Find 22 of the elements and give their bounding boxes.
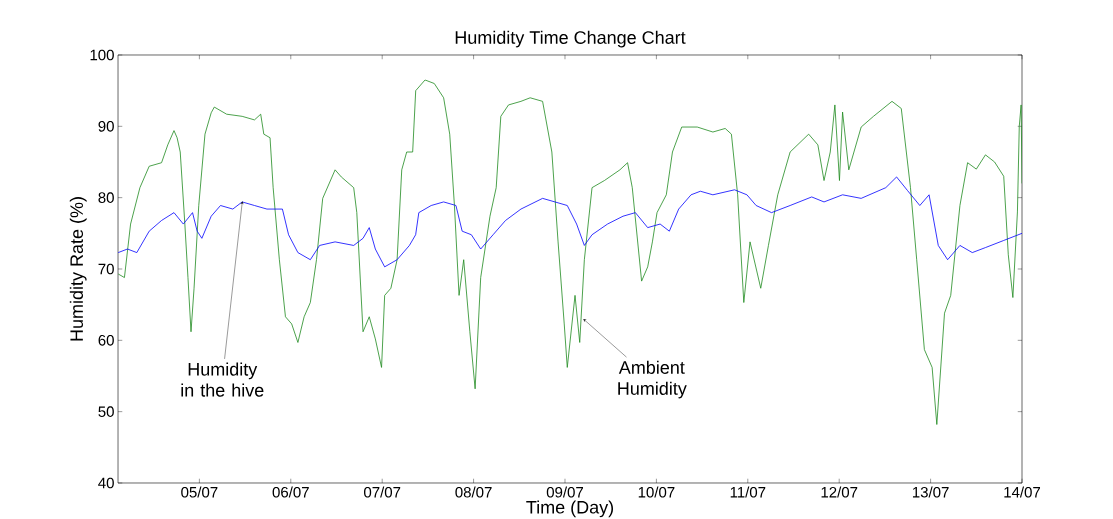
y-tick-label: 90 <box>98 121 114 132</box>
x-tick-label: 12/07 <box>821 486 858 498</box>
x-tick-label: 09/07 <box>546 486 584 498</box>
y-axis-title: Humidity Rate (%) <box>69 197 87 341</box>
x-tick-label: 06/07 <box>272 486 309 498</box>
x-tick-label: 11/07 <box>730 486 766 498</box>
x-axis-title: Time (Day) <box>526 500 614 518</box>
chart-title: Humidity Time Change Chart <box>455 30 686 48</box>
y-tick-label: 50 <box>98 406 114 417</box>
x-tick-label: 08/07 <box>455 486 492 498</box>
x-tick-label: 10/07 <box>638 486 675 498</box>
x-tick-label: 07/07 <box>364 486 401 498</box>
x-tick-label: 13/07 <box>912 486 949 498</box>
y-tick-label: 100 <box>90 49 114 61</box>
y-tick-label: 80 <box>98 192 114 203</box>
x-tick-label: 14/07 <box>1004 486 1041 498</box>
y-tick-label: 40 <box>98 477 114 489</box>
annotation: Ambient Humidity <box>618 360 687 399</box>
y-tick-label: 70 <box>98 263 114 275</box>
y-tick-label: 60 <box>98 335 114 346</box>
x-tick-label: 05/07 <box>181 486 218 498</box>
annotation: Humidity in the hive <box>181 362 264 397</box>
